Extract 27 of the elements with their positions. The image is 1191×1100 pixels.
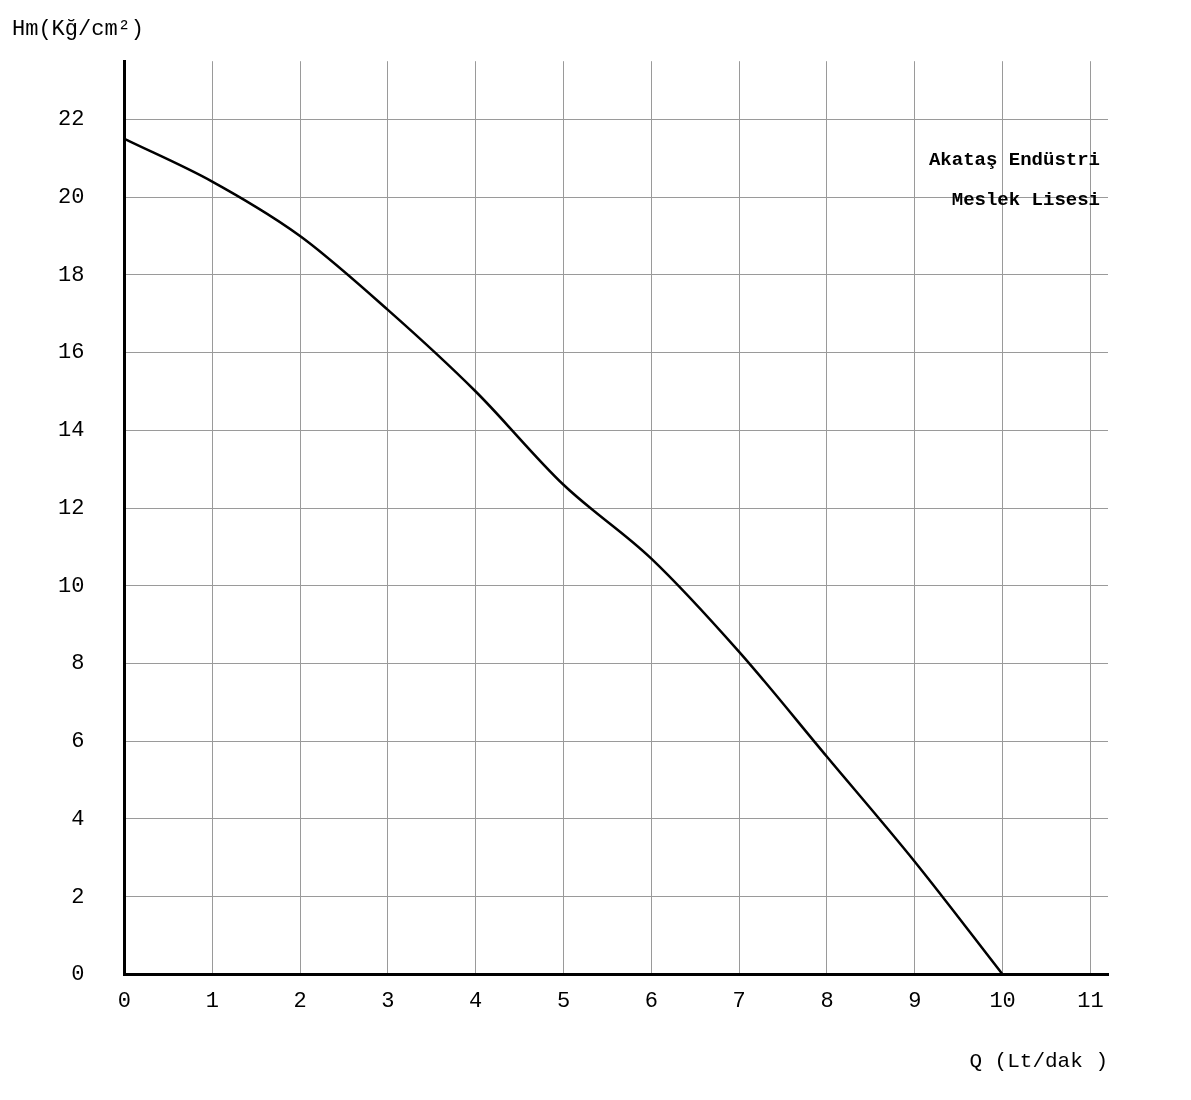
y-tick-label: 4: [71, 806, 85, 832]
x-tick-label: 2: [293, 989, 307, 1015]
x-tick-label: 5: [556, 989, 571, 1015]
y-tick-label: 14: [58, 418, 85, 444]
x-tick-label: 9: [908, 989, 922, 1015]
x-axis-title: Q (Lt/dak ): [969, 1049, 1108, 1073]
annotation: Akataş Endüstri Meslek Lisesi: [928, 149, 1100, 212]
x-tick-label: 7: [732, 989, 746, 1015]
y-tick-label: 8: [71, 651, 85, 677]
y-tick-label: 6: [71, 729, 85, 755]
y-tick-label: 18: [58, 262, 85, 288]
x-tick-label: 1: [205, 989, 219, 1015]
y-tick-label: 2: [71, 884, 85, 910]
x-tick-label: 4: [469, 989, 483, 1015]
y-tick-label: 12: [58, 495, 85, 521]
x-tick-label: 3: [381, 989, 395, 1015]
x-tick-label: 10: [989, 989, 1016, 1015]
y-tick-label: 10: [58, 573, 85, 599]
y-axis-title: Hm(Kğ/cm²): [12, 16, 145, 42]
y-tick-label: 0: [71, 962, 85, 988]
x-tick-label: 11: [1077, 989, 1104, 1015]
x-tick-label: 8: [820, 989, 834, 1015]
x-tick-label: 6: [644, 989, 658, 1015]
y-tick-label: 20: [58, 185, 85, 211]
y-tick-label: 22: [58, 107, 85, 133]
x-tick-label: 0: [117, 989, 132, 1015]
y-tick-label: 16: [58, 340, 85, 366]
